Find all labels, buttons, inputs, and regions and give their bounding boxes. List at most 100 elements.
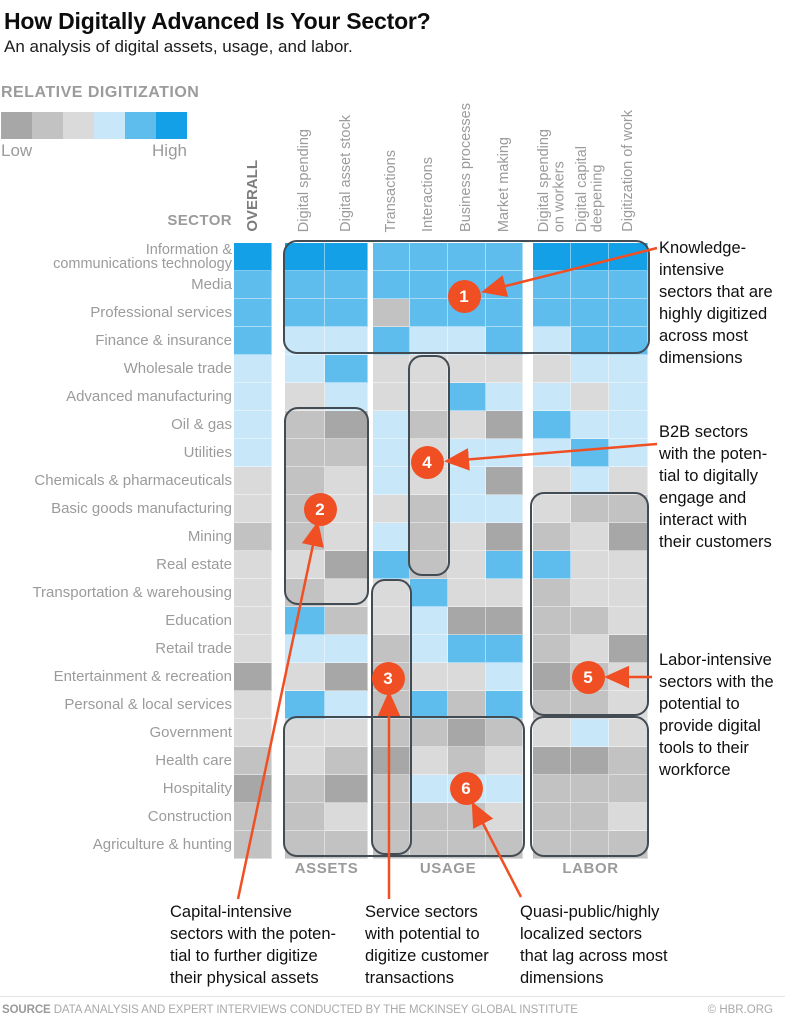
heatmap-cell — [609, 327, 648, 355]
heatmap-cell — [234, 579, 272, 607]
heatmap-cell — [373, 355, 410, 383]
heatmap-cell — [410, 719, 448, 747]
heatmap-cell — [234, 719, 272, 747]
heatmap-cell — [486, 691, 523, 719]
heatmap-cell — [609, 635, 648, 663]
column-header: Market making — [495, 136, 512, 232]
heatmap-cell — [373, 579, 410, 607]
heatmap-cell — [285, 663, 325, 691]
heatmap-cell — [410, 747, 448, 775]
column-header: Interactions — [420, 157, 437, 232]
heatmap-cell — [410, 579, 448, 607]
heatmap-cell — [533, 747, 571, 775]
heatmap-cell — [448, 607, 486, 635]
heatmap-cell — [234, 299, 272, 327]
heatmap-cell — [410, 803, 448, 831]
heatmap-cell — [609, 747, 648, 775]
heatmap-cell — [373, 607, 410, 635]
sector-label: Utilities — [183, 444, 232, 461]
heatmap-cell — [486, 299, 523, 327]
annotation-circle-4: 4 — [410, 445, 444, 479]
heatmap-cell — [325, 719, 368, 747]
heatmap-cell — [533, 663, 571, 691]
heatmap-cell — [486, 719, 523, 747]
heatmap-cell — [373, 747, 410, 775]
sector-label: Health care — [155, 752, 232, 769]
heatmap-cell — [325, 747, 368, 775]
heatmap-cell — [325, 271, 368, 299]
column-header: Digital spending on workers — [535, 128, 568, 232]
heatmap-cell — [571, 327, 609, 355]
heatmap-cell — [410, 355, 448, 383]
heatmap-cell — [410, 271, 448, 299]
heatmap-cell — [533, 607, 571, 635]
heatmap-cell — [373, 775, 410, 803]
heatmap-cell — [571, 691, 609, 719]
heatmap-cell — [325, 383, 368, 411]
column-header: OVERALL — [244, 160, 262, 232]
heatmap-cell — [234, 747, 272, 775]
heatmap-cell — [571, 411, 609, 439]
sector-label: Hospitality — [162, 780, 232, 797]
annotation-text-5: Labor-intensive sectors with the potenti… — [659, 651, 774, 779]
heatmap-cell — [410, 243, 448, 271]
heatmap-cell — [486, 579, 523, 607]
column-header: Digital capital deepening — [573, 145, 606, 232]
heatmap-cell — [486, 775, 523, 803]
legend-swatch-4 — [94, 112, 125, 139]
heatmap-cell — [285, 775, 325, 803]
heatmap-cell — [448, 355, 486, 383]
heatmap-cell — [285, 551, 325, 579]
footer-source: SOURCE DATA ANALYSIS AND EXPERT INTERVIE… — [2, 1004, 578, 1016]
heatmap-cell — [234, 271, 272, 299]
heatmap-cell — [448, 327, 486, 355]
sector-label: Retail trade — [155, 640, 232, 657]
legend-title: RELATIVE DIGITIZATION — [1, 84, 200, 101]
heatmap-cell — [325, 411, 368, 439]
heatmap-cell — [285, 327, 325, 355]
annotation-text-1: Knowledge- intensive sectors that are hi… — [659, 239, 773, 367]
legend-color-scale — [1, 112, 187, 139]
sector-column-header: SECTOR — [167, 212, 232, 229]
heatmap-cell — [571, 439, 609, 467]
column-header: Digital asset stock — [337, 115, 354, 232]
heatmap-cell — [448, 635, 486, 663]
heatmap-cell — [285, 635, 325, 663]
heatmap-cell — [325, 467, 368, 495]
heatmap-cell — [486, 831, 523, 859]
sector-label: Media — [191, 276, 232, 293]
legend-swatch-5 — [125, 112, 156, 139]
heatmap-cell — [373, 691, 410, 719]
heatmap-cell — [234, 355, 272, 383]
heatmap-cell — [486, 243, 523, 271]
heatmap-cell — [609, 299, 648, 327]
heatmap-cell — [325, 775, 368, 803]
sector-label: Finance & insurance — [95, 332, 232, 349]
sector-label: Transportation & warehousing — [32, 584, 232, 601]
heatmap-cell — [609, 607, 648, 635]
heatmap-cell — [373, 635, 410, 663]
heatmap-cell — [410, 607, 448, 635]
heatmap-cell — [448, 551, 486, 579]
sector-label: Agriculture & hunting — [92, 836, 232, 853]
heatmap-cell — [234, 831, 272, 859]
heatmap-cell — [486, 355, 523, 383]
heatmap-cell — [448, 243, 486, 271]
heatmap-cell — [486, 747, 523, 775]
group-label-labor: LABOR — [562, 860, 619, 877]
heatmap-cell — [609, 719, 648, 747]
heatmap-cell — [609, 411, 648, 439]
heatmap-cell — [448, 719, 486, 747]
heatmap-cell — [325, 439, 368, 467]
sector-label: Education — [165, 612, 232, 629]
sector-label: Personal & local services — [64, 696, 232, 713]
heatmap-cell — [571, 523, 609, 551]
heatmap-cell — [533, 803, 571, 831]
legend-swatch-6 — [156, 112, 187, 139]
heatmap-cell — [571, 495, 609, 523]
heatmap-cell — [533, 467, 571, 495]
heatmap-cell — [410, 551, 448, 579]
heatmap-cell — [609, 355, 648, 383]
heatmap-cell — [325, 607, 368, 635]
heatmap-cell — [571, 719, 609, 747]
